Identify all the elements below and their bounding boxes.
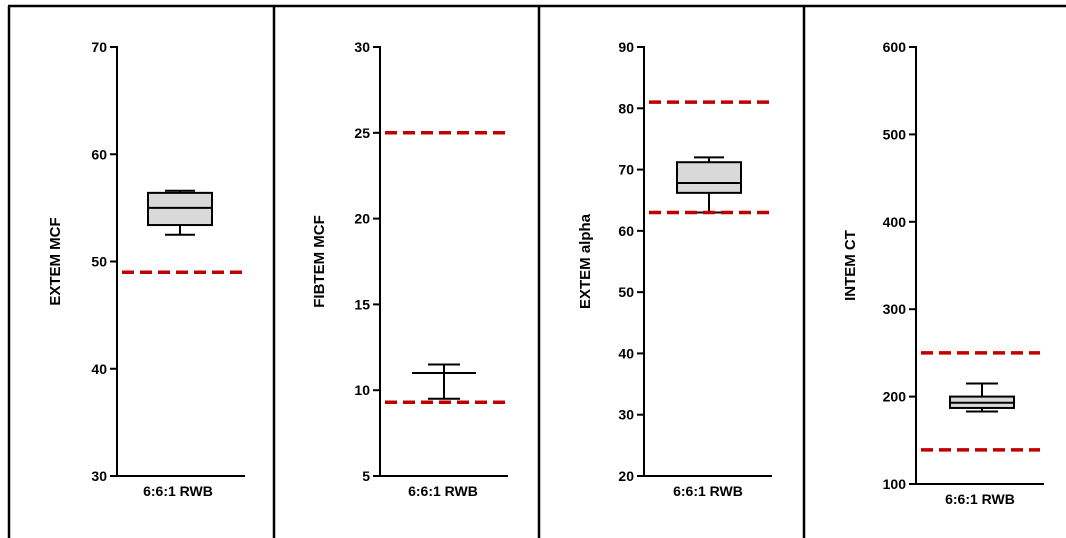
- chart-panels: 30 40 50 60 70 6:6:1 RWB EXTEM MCF 5 10 15 20 25 30 6…: [47, 39, 1044, 507]
- y-axis-title: FIBTEM MCF: [311, 215, 328, 307]
- iqr-box: [147, 191, 213, 227]
- y-tick-label: 20: [618, 468, 634, 484]
- y-tick-label: 500: [883, 126, 907, 142]
- y-tick-label: 70: [91, 39, 107, 55]
- chart-panel-3: 20 30 40 50 60 70 80 90 6:6:1 RWB EXTEM alpha: [577, 39, 772, 499]
- y-tick-label: 25: [354, 125, 370, 141]
- x-category-label: 6:6:1 RWB: [143, 483, 213, 499]
- chart-panel-1: 30 40 50 60 70 6:6:1 RWB EXTEM MCF: [47, 39, 245, 499]
- y-tick-label: 400: [883, 214, 907, 230]
- y-axis-title: INTEM CT: [842, 230, 859, 301]
- y-tick-label: 50: [618, 284, 634, 300]
- panel-borders: [7, 4, 1066, 538]
- y-tick-label: 10: [354, 382, 370, 398]
- iqr-box: [676, 161, 742, 194]
- y-tick-label: 70: [618, 162, 634, 178]
- y-tick-label: 40: [618, 345, 634, 361]
- y-axis-title: EXTEM alpha: [577, 213, 594, 309]
- y-tick-label: 100: [883, 476, 907, 492]
- y-tick-label: 30: [91, 468, 107, 484]
- y-tick-label: 60: [618, 223, 634, 239]
- y-tick-label: 5: [362, 468, 370, 484]
- y-tick-label: 15: [354, 296, 370, 312]
- y-axis-title: EXTEM MCF: [47, 217, 64, 305]
- x-category-label: 6:6:1 RWB: [408, 483, 478, 499]
- y-tick-label: 300: [883, 301, 907, 317]
- y-tick-label: 200: [883, 389, 907, 405]
- y-tick-label: 60: [91, 146, 107, 162]
- y-tick-label: 20: [354, 211, 370, 227]
- chart-panel-4: 100 200 300 400 500 600 6:6:1 RWB INTEM CT: [842, 39, 1044, 507]
- x-category-label: 6:6:1 RWB: [673, 483, 743, 499]
- y-tick-label: 80: [618, 100, 634, 116]
- y-tick-label: 90: [618, 39, 634, 55]
- x-category-label: 6:6:1 RWB: [945, 491, 1015, 507]
- y-tick-label: 30: [618, 407, 634, 423]
- y-tick-label: 30: [354, 39, 370, 55]
- y-tick-label: 600: [883, 39, 907, 55]
- y-tick-label: 40: [91, 361, 107, 377]
- chart-panel-2: 5 10 15 20 25 30 6:6:1 RWB FIBTEM MCF: [311, 39, 508, 499]
- y-tick-label: 50: [91, 254, 107, 270]
